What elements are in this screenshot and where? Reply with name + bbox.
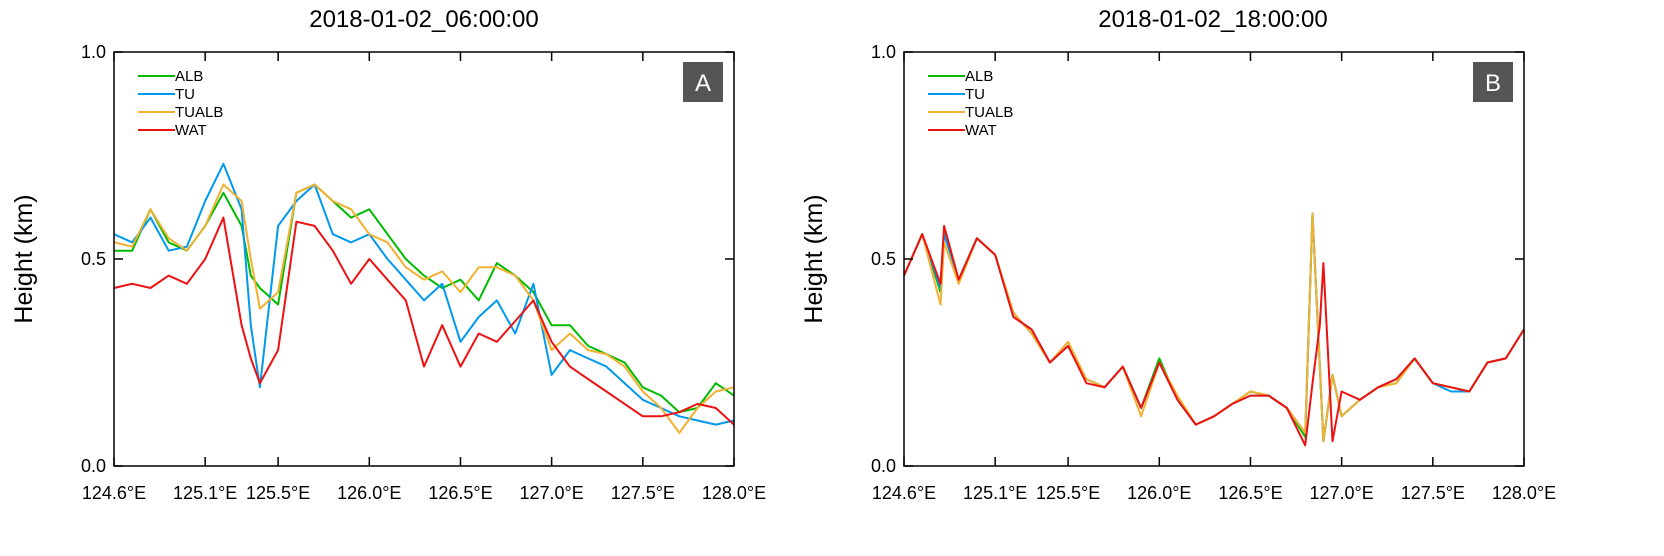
- x-tick-label: 126.5°E: [1218, 483, 1282, 503]
- x-tick-label: 125.1°E: [963, 483, 1027, 503]
- y-tick-label: 1.0: [81, 42, 106, 62]
- legend-label-wat: WAT: [965, 122, 997, 139]
- y-tick-label: 0.0: [871, 456, 896, 476]
- chart-panel-b: 2018-01-02_18:00:00 Height (km) 0.0 0.5 1.…: [800, 6, 1556, 503]
- panel-label-a: A: [695, 70, 711, 97]
- x-tick-label: 128.0°E: [1492, 483, 1556, 503]
- chart-title-b: 2018-01-02_18:00:00: [1098, 6, 1328, 33]
- x-tick-label: 124.6°E: [872, 483, 936, 503]
- x-ticks-b: 124.6°E 125.1°E 125.5°E 126.0°E 126.5°E 127.0…: [872, 52, 1556, 503]
- panel-badge-b: B: [1473, 62, 1513, 102]
- y-tick-label: 0.0: [81, 456, 106, 476]
- plot-lines-a: [113, 162, 735, 434]
- x-tick-label: 125.1°E: [173, 483, 237, 503]
- x-tick-label: 127.0°E: [520, 483, 584, 503]
- y-ticks-b: 0.0 0.5 1.0: [871, 42, 1524, 476]
- y-tick-label: 0.5: [871, 249, 896, 269]
- legend-label-tualb: TUALB: [175, 104, 223, 121]
- plot-lines-b: [903, 212, 1525, 447]
- x-tick-label: 125.5°E: [1036, 483, 1100, 503]
- legend-label-tualb: TUALB: [965, 104, 1013, 121]
- panel-badge-box-a: [683, 62, 723, 102]
- y-axis-label-b: Height (km): [800, 194, 828, 323]
- x-tick-label: 126.5°E: [428, 483, 492, 503]
- x-tick-label: 125.5°E: [246, 483, 310, 503]
- series-line-tu-a: [113, 162, 735, 426]
- y-tick-label: 0.5: [81, 249, 106, 269]
- x-ticks-a: 124.6°E 125.1°E 125.5°E 126.0°E 126.5°E 127.0…: [82, 52, 766, 503]
- legend-label-alb: ALB: [965, 68, 993, 85]
- legend-label-tu: TU: [965, 86, 985, 103]
- x-tick-label: 126.0°E: [1127, 483, 1191, 503]
- series-line-alb-a: [114, 183, 735, 414]
- series-line-alb-b: [903, 212, 1525, 443]
- legend-label-alb: ALB: [175, 68, 203, 85]
- series-line-tualb-b: [903, 212, 1525, 443]
- panel-badge-a: A: [683, 62, 723, 102]
- chart-title-a: 2018-01-02_06:00:00: [309, 6, 539, 33]
- series-line-tualb-a: [113, 183, 735, 434]
- x-tick-label: 127.5°E: [611, 483, 675, 503]
- x-tick-label: 126.0°E: [337, 483, 401, 503]
- chart-panel-a: 2018-01-02_06:00:00 Height (km) 0.0 0.5 1.…: [10, 6, 766, 503]
- series-line-wat-b: [903, 224, 1525, 447]
- y-ticks-a: 0.0 0.5 1.0: [81, 42, 734, 476]
- series-line-tu-b: [903, 212, 1525, 443]
- panel-badge-box-b: [1473, 62, 1513, 102]
- x-tick-label: 127.5°E: [1401, 483, 1465, 503]
- y-axis-label-a: Height (km): [10, 194, 38, 323]
- x-tick-label: 127.0°E: [1310, 483, 1374, 503]
- x-tick-label: 128.0°E: [702, 483, 766, 503]
- x-tick-label: 124.6°E: [82, 483, 146, 503]
- panel-label-b: B: [1485, 70, 1501, 97]
- y-tick-label: 1.0: [871, 42, 896, 62]
- legend-label-wat: WAT: [175, 122, 207, 139]
- series-line-wat-a: [113, 216, 735, 426]
- legend-label-tu: TU: [175, 86, 195, 103]
